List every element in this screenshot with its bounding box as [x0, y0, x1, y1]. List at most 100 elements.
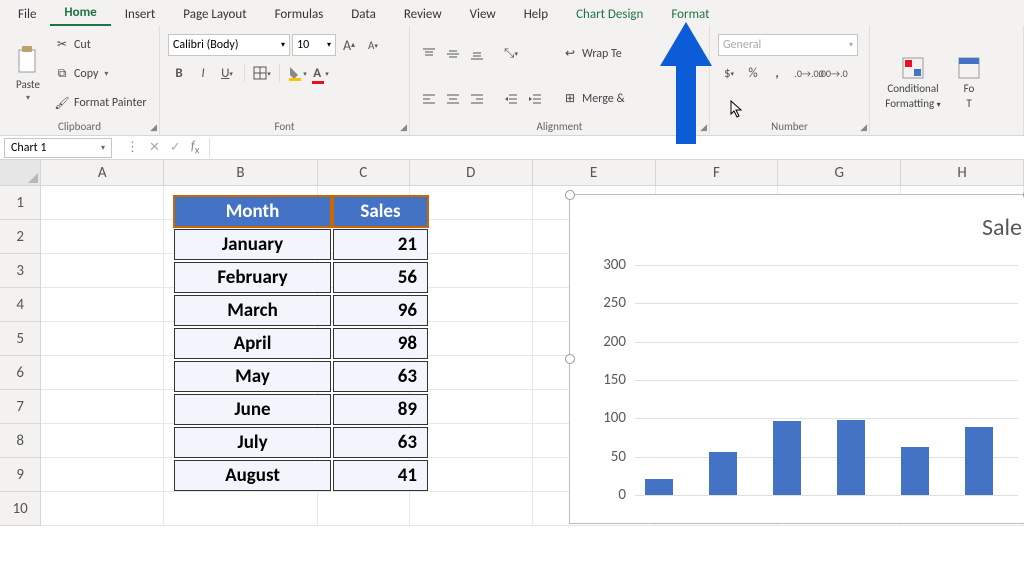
menu-formulas[interactable]: Formulas [261, 3, 338, 26]
align-left-button[interactable] [418, 88, 440, 110]
table-cell-sales[interactable]: 89 [333, 394, 428, 425]
table-cell-month[interactable]: February [174, 262, 331, 293]
decrease-font-button[interactable]: A▾ [362, 34, 384, 56]
dialog-launcher-icon[interactable]: ◢ [150, 122, 157, 133]
cell[interactable] [41, 220, 164, 254]
increase-font-button[interactable]: A▴ [338, 34, 360, 56]
wrap-text-button[interactable]: ↩Wrap Te [562, 43, 625, 65]
dialog-launcher-icon[interactable]: ◢ [400, 122, 407, 133]
currency-button[interactable]: $▾ [718, 62, 740, 84]
menu-data[interactable]: Data [337, 3, 390, 26]
cell[interactable] [410, 492, 533, 526]
row-header-5[interactable]: 5 [0, 322, 41, 356]
table-cell-sales[interactable]: 98 [333, 328, 428, 359]
col-header-C[interactable]: C [318, 160, 410, 186]
chart-title[interactable]: Sale [982, 213, 1022, 242]
borders-button[interactable]: ▾ [251, 62, 273, 84]
cell[interactable] [41, 254, 164, 288]
font-name-combo[interactable]: Calibri (Body)▾ [168, 34, 290, 56]
dialog-launcher-icon[interactable]: ◢ [860, 122, 867, 133]
menu-file[interactable]: File [4, 3, 50, 26]
format-table-button[interactable]: Fo T [954, 34, 984, 131]
align-bottom-button[interactable] [466, 43, 488, 65]
table-cell-month[interactable]: January [174, 229, 331, 260]
row-header-4[interactable]: 4 [0, 288, 41, 322]
chart-bar[interactable] [709, 452, 737, 495]
row-header-7[interactable]: 7 [0, 390, 41, 424]
copy-button[interactable]: ⧉Copy▾ [54, 63, 147, 85]
menu-home[interactable]: Home [50, 1, 110, 26]
fx-icon[interactable]: fx [191, 139, 200, 157]
embedded-chart[interactable]: Sale 050100150200250300 [569, 194, 1024, 524]
align-right-button[interactable] [466, 88, 488, 110]
table-cell-month[interactable]: July [174, 427, 331, 458]
table-cell-month[interactable]: May [174, 361, 331, 392]
enter-icon[interactable]: ✓ [170, 140, 181, 155]
cell[interactable] [164, 492, 318, 526]
cell[interactable] [41, 492, 164, 526]
namebox-more-icon[interactable]: ⋮ [126, 140, 139, 155]
number-format-combo[interactable]: General▾ [718, 34, 858, 56]
menu-page-layout[interactable]: Page Layout [169, 3, 260, 26]
font-color-button[interactable]: A▾ [310, 62, 332, 84]
table-header-sales[interactable]: Sales [333, 196, 428, 227]
row-header-6[interactable]: 6 [0, 356, 41, 390]
col-header-A[interactable]: A [41, 160, 164, 186]
menu-help[interactable]: Help [510, 3, 562, 26]
table-cell-sales[interactable]: 56 [333, 262, 428, 293]
italic-button[interactable]: I [192, 62, 214, 84]
chart-handle-nw[interactable] [565, 190, 575, 200]
underline-button[interactable]: U▾ [216, 62, 238, 84]
table-cell-month[interactable]: April [174, 328, 331, 359]
decrease-decimal-button[interactable]: .00→.0 [822, 62, 844, 84]
decrease-indent-button[interactable] [500, 88, 522, 110]
increase-indent-button[interactable] [524, 88, 546, 110]
col-header-F[interactable]: F [656, 160, 779, 186]
table-header-month[interactable]: Month [174, 196, 331, 227]
select-all-corner[interactable] [0, 160, 41, 186]
row-header-1[interactable]: 1 [0, 186, 41, 220]
table-cell-sales[interactable]: 96 [333, 295, 428, 326]
menu-review[interactable]: Review [390, 3, 456, 26]
increase-decimal-button[interactable]: .0→.00 [798, 62, 820, 84]
menu-insert[interactable]: Insert [111, 3, 170, 26]
cell[interactable] [41, 322, 164, 356]
cell[interactable] [41, 288, 164, 322]
merge-button[interactable]: ⊞Merge & [562, 88, 625, 110]
orientation-button[interactable]: ⤡▾ [500, 43, 522, 65]
col-header-G[interactable]: G [778, 160, 901, 186]
table-cell-sales[interactable]: 41 [333, 460, 428, 491]
fill-color-button[interactable]: ▾ [286, 62, 308, 84]
table-cell-sales[interactable]: 63 [333, 361, 428, 392]
chart-bar[interactable] [645, 479, 673, 495]
chart-handle-w[interactable] [565, 354, 575, 364]
col-header-D[interactable]: D [410, 160, 533, 186]
cut-button[interactable]: ✂Cut [54, 34, 147, 56]
cell[interactable] [41, 458, 164, 492]
cell[interactable] [41, 186, 164, 220]
row-header-9[interactable]: 9 [0, 458, 41, 492]
align-top-button[interactable] [418, 43, 440, 65]
align-center-button[interactable] [442, 88, 464, 110]
table-cell-sales[interactable]: 63 [333, 427, 428, 458]
name-box[interactable]: Chart 1▾ [4, 138, 112, 158]
font-size-combo[interactable]: 10▾ [292, 34, 336, 56]
col-header-B[interactable]: B [164, 160, 318, 186]
menu-chart-design[interactable]: Chart Design [562, 3, 657, 26]
align-middle-button[interactable] [442, 43, 464, 65]
cell[interactable] [41, 356, 164, 390]
cell[interactable] [41, 424, 164, 458]
col-header-E[interactable]: E [533, 160, 656, 186]
row-header-10[interactable]: 10 [0, 492, 41, 526]
table-cell-month[interactable]: June [174, 394, 331, 425]
col-header-H[interactable]: H [901, 160, 1024, 186]
percent-button[interactable]: % [742, 62, 764, 84]
paste-button[interactable]: Paste ▾ [8, 30, 48, 118]
table-cell-month[interactable]: March [174, 295, 331, 326]
formula-input[interactable] [209, 138, 1024, 158]
cancel-icon[interactable]: ✕ [149, 140, 160, 155]
chart-bar[interactable] [837, 420, 865, 495]
chart-bar[interactable] [965, 427, 993, 495]
table-cell-month[interactable]: August [174, 460, 331, 491]
cell[interactable] [41, 390, 164, 424]
